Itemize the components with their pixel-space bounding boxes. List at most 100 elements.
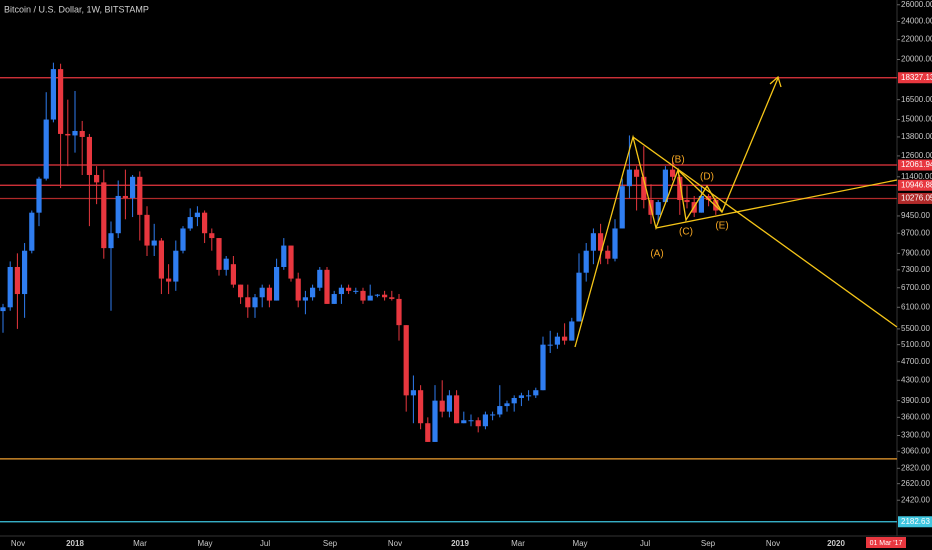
- y-tick-label: 24000.00: [901, 17, 932, 26]
- candles: [0, 62, 719, 442]
- candle-body: [29, 212, 35, 251]
- candle-body: [281, 245, 287, 267]
- candle-body: [677, 176, 683, 201]
- candle-body: [43, 119, 49, 179]
- x-tick-label: Nov: [11, 539, 25, 548]
- candle-body: [403, 325, 409, 396]
- candle-body: [259, 287, 265, 298]
- candle-body: [684, 200, 690, 203]
- candle-body: [209, 233, 215, 239]
- candle-body: [583, 250, 589, 273]
- y-tick-label: 8700.00: [901, 228, 930, 237]
- candle-body: [533, 390, 539, 396]
- candle-body: [108, 233, 114, 249]
- date-label: 01 Mar '17: [870, 540, 903, 547]
- candle-body: [151, 240, 157, 246]
- y-tick-label: 11400.00: [901, 172, 932, 181]
- candle-body: [14, 266, 20, 295]
- y-tick-label: 4700.00: [901, 357, 930, 366]
- candle-body: [626, 169, 632, 187]
- candle-body: [410, 390, 416, 396]
- chart-title: Bitcoin / U.S. Dollar, 1W, BITSTAMP: [4, 4, 149, 14]
- candle-body: [346, 287, 352, 291]
- candle-body: [50, 69, 56, 120]
- wave-drawing: [574, 75, 898, 348]
- level-label-box: [898, 159, 932, 171]
- candle-body: [331, 294, 337, 304]
- candle-body: [187, 217, 193, 229]
- candle-body: [662, 169, 668, 203]
- candle-body: [238, 284, 244, 298]
- y-tick-label: 12600.00: [901, 151, 932, 160]
- candle-body: [94, 174, 100, 183]
- candle-body: [670, 169, 676, 177]
- level-label-box: [898, 516, 932, 528]
- candle-body: [439, 400, 445, 412]
- candle-body: [216, 238, 222, 270]
- y-tick-label: 26000.00: [901, 0, 932, 9]
- y-tick-label: 20000.00: [901, 55, 932, 64]
- candle-body: [598, 233, 604, 251]
- candle-body: [482, 414, 488, 427]
- candle-body: [360, 290, 366, 301]
- y-tick-label: 7300.00: [901, 265, 930, 274]
- candle-body: [274, 266, 280, 301]
- candle-body: [58, 69, 64, 134]
- candle-body: [245, 297, 251, 308]
- candle-body: [540, 344, 546, 391]
- candle-body: [612, 228, 618, 259]
- candle-body: [547, 344, 553, 346]
- level-label-box: [898, 192, 932, 204]
- candle-body: [418, 390, 424, 424]
- candle-body: [86, 136, 92, 175]
- y-tick-label: 2820.00: [901, 463, 930, 472]
- candle-body: [101, 182, 107, 249]
- candle-body: [202, 212, 208, 234]
- candle-body: [454, 395, 460, 424]
- y-tick-label: 13800.00: [901, 132, 932, 141]
- level-label: 2182.63: [901, 517, 930, 526]
- level-label-box: [898, 72, 932, 84]
- level-label-box: [898, 179, 932, 191]
- candle-body: [634, 169, 640, 177]
- candle-body: [0, 307, 6, 312]
- candle-body: [504, 403, 510, 407]
- x-tick-label: Nov: [766, 539, 780, 548]
- candle-body: [367, 295, 373, 301]
- level-label: 10276.05: [901, 194, 932, 203]
- candle-body: [569, 321, 575, 341]
- candle-body: [619, 186, 625, 229]
- candle-body: [158, 240, 164, 279]
- y-tick-label: 15000.00: [901, 115, 932, 124]
- x-tick-label: Nov: [388, 539, 402, 548]
- date-label-box: [866, 537, 906, 548]
- y-tick-label: 3600.00: [901, 412, 930, 421]
- levels: [0, 77, 897, 523]
- wave-label: (A): [650, 249, 663, 260]
- candle-body: [166, 278, 172, 282]
- candle-body: [389, 297, 395, 299]
- y-tick-label: 7900.00: [901, 248, 930, 257]
- candle-body: [180, 228, 186, 251]
- triangle-lower-line: [632, 136, 898, 328]
- x-tick-label: Sep: [701, 539, 716, 548]
- y-tick-label: 6100.00: [901, 302, 930, 311]
- candle-body: [655, 202, 661, 215]
- candle-body: [706, 195, 712, 201]
- wave-label: (D): [700, 172, 714, 183]
- triangle-upper-line: [655, 179, 898, 229]
- candle-body: [353, 290, 359, 292]
- x-tick-label: 2019: [451, 539, 469, 548]
- x-tick-label: Jul: [640, 539, 650, 548]
- candle-body: [497, 406, 503, 415]
- triangle-inner-line: [677, 169, 723, 213]
- candle-body: [461, 420, 467, 424]
- axes: 26000.00 24000.00 22000.00 20000.00 16500.00…: [11, 0, 932, 548]
- candle-body: [338, 287, 344, 295]
- y-tick-label: 3900.00: [901, 396, 930, 405]
- level-label: 12061.94: [901, 160, 932, 169]
- candle-body: [72, 130, 78, 136]
- candle-body: [266, 287, 272, 301]
